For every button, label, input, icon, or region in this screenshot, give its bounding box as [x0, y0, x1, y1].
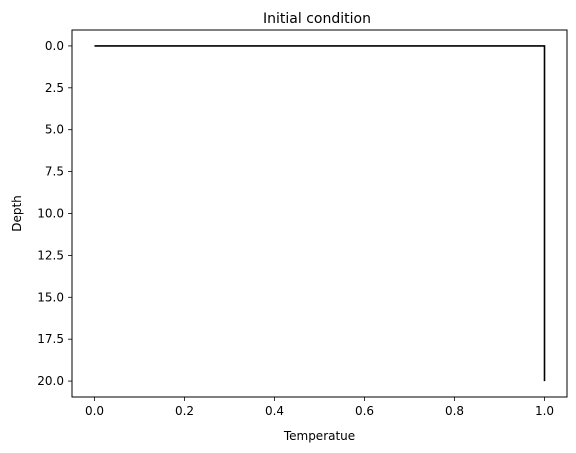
- plot-frame: [71, 29, 568, 398]
- y-tick-label: 15.0: [37, 290, 64, 304]
- x-tick-label: 0.0: [85, 404, 104, 418]
- y-tick-label: 20.0: [37, 374, 64, 388]
- temperature-profile-line: [94, 45, 546, 382]
- y-tick-label: 12.5: [37, 248, 64, 262]
- x-axis-label: Temperatue: [283, 429, 355, 443]
- series-layer: [94, 45, 546, 382]
- x-tick-label: 0.2: [175, 404, 194, 418]
- plot-area: [72, 30, 567, 397]
- y-tick-label: 10.0: [37, 207, 64, 221]
- x-tick-label: 0.4: [265, 404, 284, 418]
- chart-title: Initial condition: [263, 11, 371, 27]
- y-tick-label: 2.5: [45, 81, 64, 95]
- x-tick-label: 1.0: [535, 404, 554, 418]
- y-tick-label: 0.0: [45, 39, 64, 53]
- x-tick-label: 0.8: [445, 404, 464, 418]
- y-axis-ticks: 0.0 2.5 5.0 7.5 10.0 12.5 15.0 17.5 20.0: [37, 39, 72, 388]
- x-tick-label: 0.6: [355, 404, 374, 418]
- y-axis-label: Depth: [10, 195, 24, 232]
- y-tick-label: 17.5: [37, 332, 64, 346]
- y-tick-label: 7.5: [45, 165, 64, 179]
- x-axis-ticks: 0.0 0.2 0.4 0.6 0.8 1.0: [85, 397, 554, 418]
- y-tick-label: 5.0: [45, 123, 64, 137]
